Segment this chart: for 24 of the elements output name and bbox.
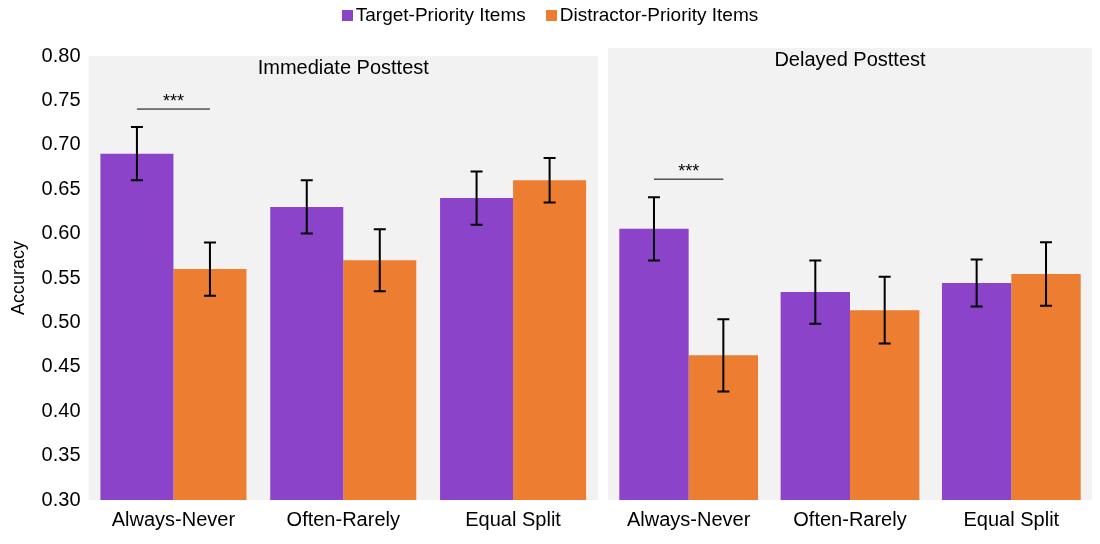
x-tick-label: Often-Rarely xyxy=(286,507,400,530)
chart-title: Delayed Posttest xyxy=(774,47,927,70)
x-tick-label: Equal Split xyxy=(963,507,1060,530)
x-tick-label: Always-Never xyxy=(626,507,751,530)
y-tick-label: 0.30 xyxy=(41,487,81,510)
annotation: *** xyxy=(162,91,184,112)
y-tick-label: 0.75 xyxy=(41,87,81,110)
legend-label: Target-Priority Items xyxy=(355,4,526,26)
y-tick-label: 0.35 xyxy=(41,443,81,466)
y-axis-title: Accuracy xyxy=(7,240,28,316)
x-tick-label: Always-Never xyxy=(111,507,236,530)
y-tick-label: 0.50 xyxy=(41,309,81,332)
y-tick-label: 0.70 xyxy=(41,132,81,155)
y-tick-label: 0.60 xyxy=(41,221,81,244)
x-tick-label: Equal Split xyxy=(465,507,562,530)
y-tick-label: 0.55 xyxy=(41,265,81,288)
y-tick-label: 0.40 xyxy=(41,398,81,421)
x-tick-label: Often-Rarely xyxy=(793,507,907,530)
y-tick-label: 0.45 xyxy=(41,354,81,377)
annotation: *** xyxy=(678,161,700,182)
chart-title: Immediate Posttest xyxy=(257,55,430,78)
y-tick-label: 0.80 xyxy=(41,43,81,66)
legend-label: Distractor-Priority Items xyxy=(559,4,759,26)
y-tick-label: 0.65 xyxy=(41,176,81,199)
